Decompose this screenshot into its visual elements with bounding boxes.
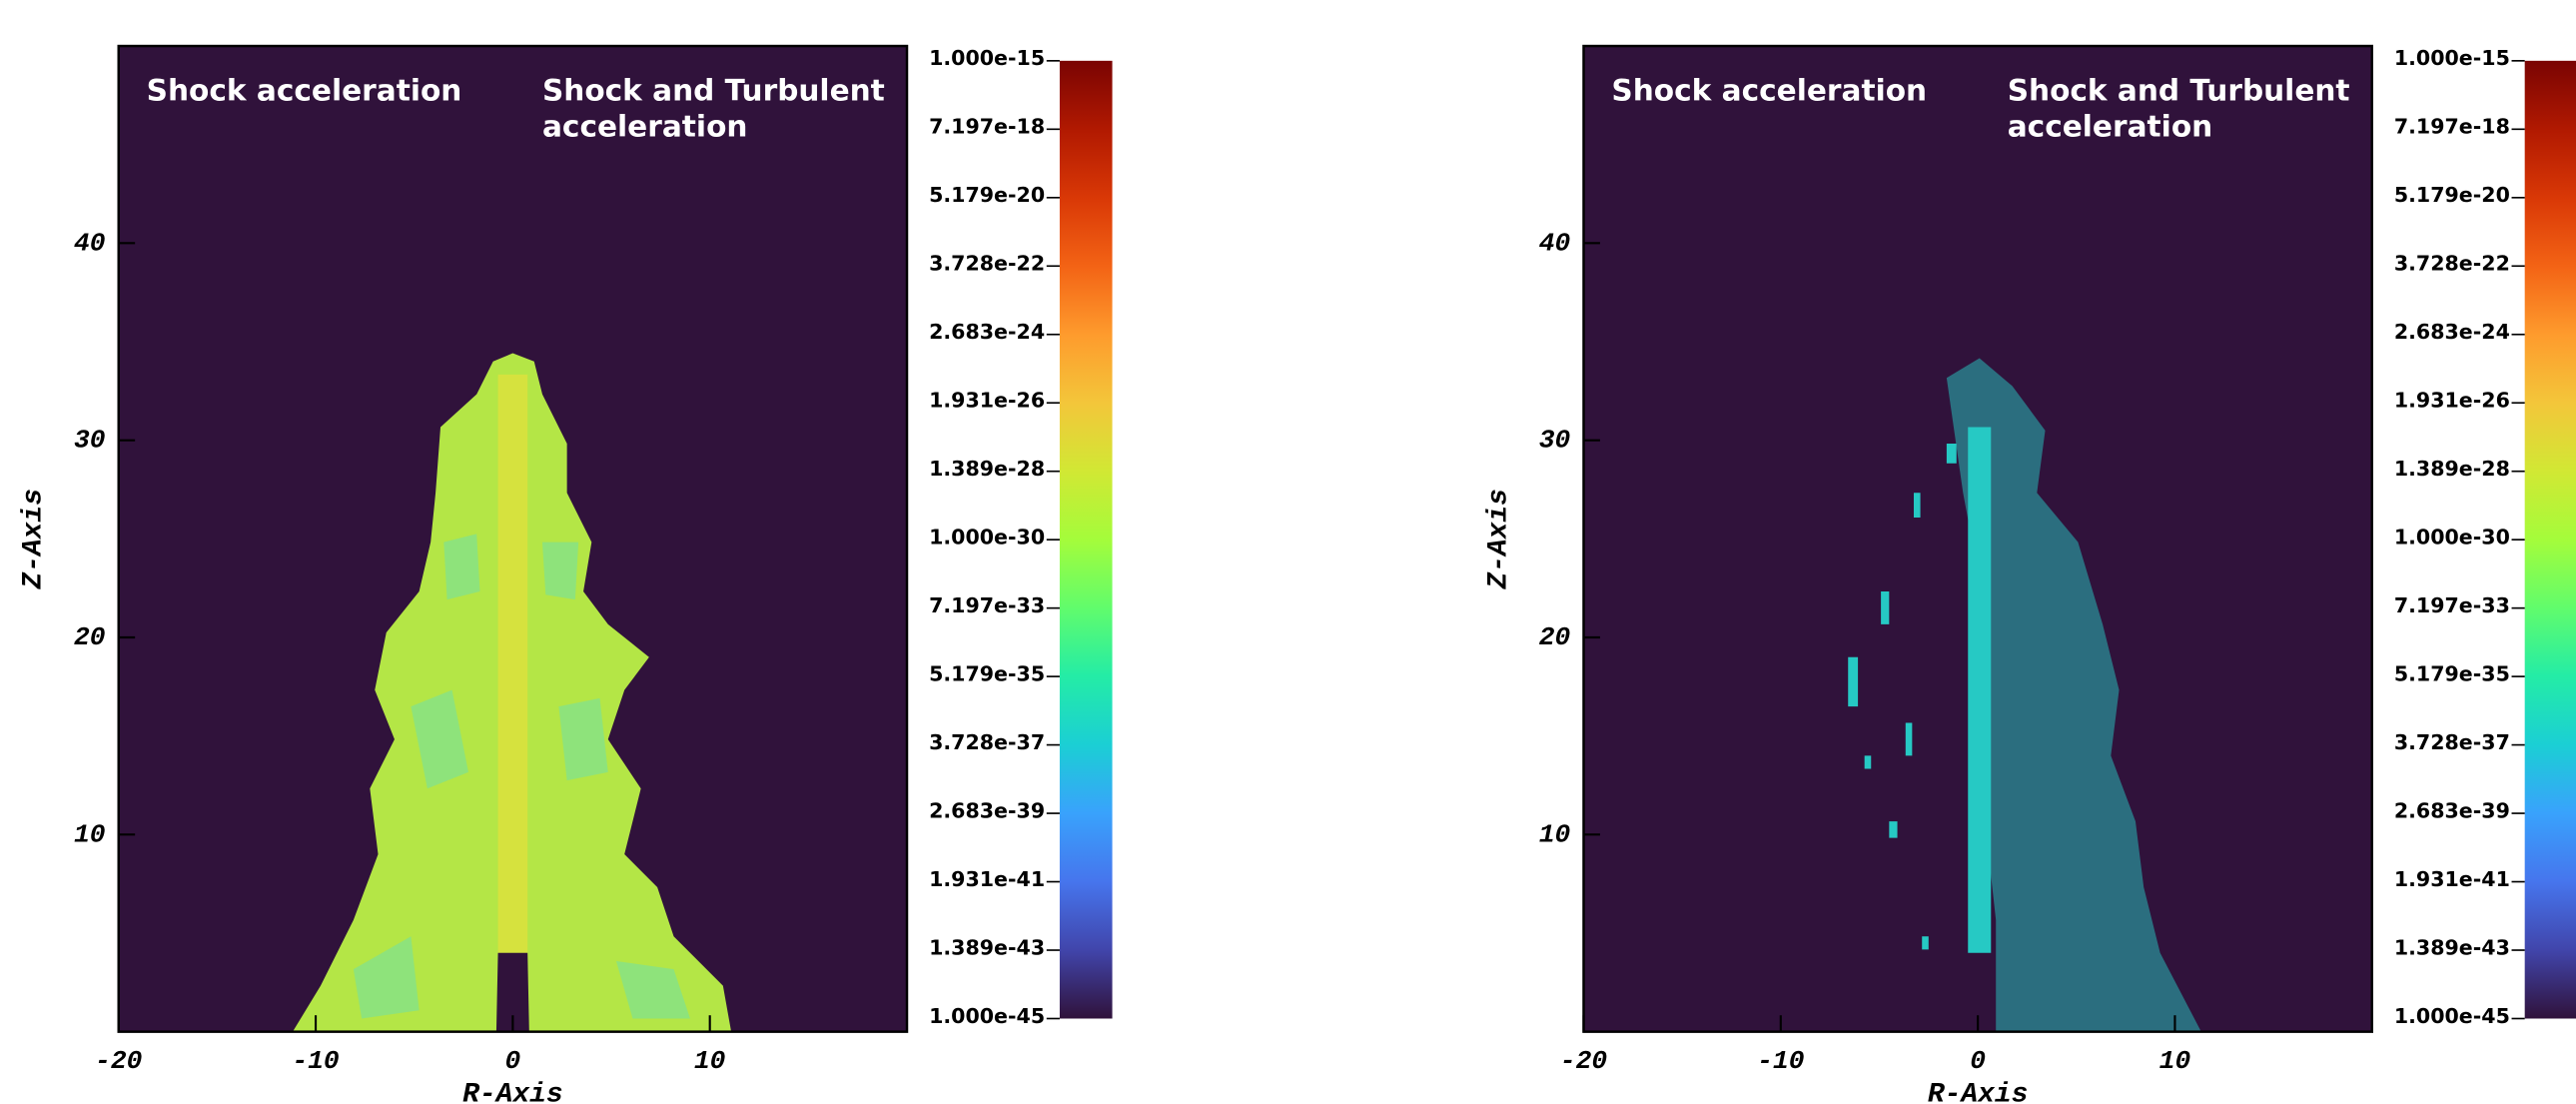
colorbar-tick-label: 1.000e-45 — [2394, 1004, 2510, 1028]
colorbar-tick-label: 7.197e-18 — [2394, 115, 2510, 139]
colorbar-tick-label: 1.931e-41 — [929, 867, 1045, 891]
colorbar-tick-label: 3.728e-22 — [2394, 252, 2510, 276]
y-tick-label: 40 — [74, 228, 106, 258]
colorbar-tick-label: 1.000e-15 — [929, 46, 1045, 70]
colorbar-tick-label: 1.389e-43 — [929, 935, 1045, 959]
annotation: Shock acceleration — [1611, 74, 1927, 108]
y-tick-label: 30 — [1539, 426, 1571, 456]
panel: Shock acceleration Shock and Turbulentacc… — [19, 44, 1113, 1104]
colorbar-tick-label: 1.389e-28 — [929, 457, 1045, 481]
colorbar-tick-label: 3.728e-22 — [929, 252, 1045, 276]
plume-field — [1946, 358, 2201, 1032]
colorbar-tick-label: 1.931e-41 — [2394, 867, 2510, 891]
x-tick-label: -20 — [95, 1046, 142, 1076]
annotation: acceleration — [542, 110, 748, 144]
colorbar-tick-label: 1.000e-30 — [929, 526, 1045, 550]
colorbar-tick-label: 1.931e-26 — [929, 389, 1045, 413]
y-tick-label: 40 — [1539, 228, 1571, 258]
x-tick-label: -10 — [292, 1046, 339, 1076]
colorbar-tick-label: 3.728e-37 — [929, 730, 1045, 754]
colorbar-tick-label: 1.389e-28 — [2394, 457, 2510, 481]
plume-gap — [495, 952, 529, 1032]
colorbar-tick-label: 5.179e-35 — [929, 661, 1045, 685]
annotation: Shock acceleration — [147, 74, 462, 108]
colorbar — [1059, 60, 1113, 1019]
colorbar-tick-label: 7.197e-33 — [2394, 593, 2510, 617]
plume-core — [497, 374, 528, 953]
x-tick-label: -20 — [1560, 1046, 1607, 1076]
x-axis-label: R-Axis — [1928, 1080, 2029, 1104]
y-tick-label: 10 — [74, 819, 106, 849]
colorbar-tick-label: 7.197e-18 — [929, 115, 1045, 139]
colorbar-tick-label: 2.683e-39 — [929, 798, 1045, 822]
colorbar — [2524, 60, 2576, 1019]
x-tick-label: 0 — [504, 1046, 520, 1076]
colorbar-tick-label: 5.179e-20 — [929, 183, 1045, 207]
colorbar-tick-label: 7.197e-33 — [929, 593, 1045, 617]
y-axis-label: Z-Axis — [1483, 489, 1514, 590]
y-tick-label: 20 — [74, 622, 106, 652]
x-tick-label: 10 — [2159, 1046, 2191, 1076]
x-tick-label: 10 — [694, 1046, 726, 1076]
colorbar-tick-label: 1.000e-15 — [2394, 46, 2510, 70]
plume-patches — [353, 534, 690, 1019]
colorbar-tick-label: 2.683e-24 — [2394, 320, 2510, 344]
panel: Shock acceleration Shock and Turbulentacc… — [1483, 44, 2576, 1104]
colorbar-tick-label: 3.728e-37 — [2394, 730, 2510, 754]
annotation: Shock and Turbulent — [542, 74, 885, 108]
y-axis-label: Z-Axis — [19, 489, 50, 590]
colorbar-tick-label: 2.683e-24 — [929, 320, 1045, 344]
colorbar-tick-label: 1.000e-45 — [929, 1004, 1045, 1028]
annotation: acceleration — [2008, 110, 2212, 144]
y-tick-label: 30 — [74, 426, 106, 456]
colorbar-tick-label: 5.179e-20 — [2394, 183, 2510, 207]
colorbar-tick-label: 5.179e-35 — [2394, 661, 2510, 685]
y-tick-label: 10 — [1539, 819, 1571, 849]
annotation: Shock and Turbulent — [2008, 74, 2350, 108]
colorbar-tick-label: 1.931e-26 — [2394, 389, 2510, 413]
colorbar-tick-label: 1.389e-43 — [2394, 935, 2510, 959]
x-axis-label: R-Axis — [462, 1080, 563, 1104]
x-tick-label: 0 — [1970, 1046, 1986, 1076]
x-tick-label: -10 — [1757, 1046, 1804, 1076]
colorbar-tick-label: 1.000e-30 — [2394, 526, 2510, 550]
colorbar-tick-label: 2.683e-39 — [2394, 798, 2510, 822]
y-tick-label: 20 — [1539, 622, 1571, 652]
plume-core — [1968, 427, 1992, 953]
